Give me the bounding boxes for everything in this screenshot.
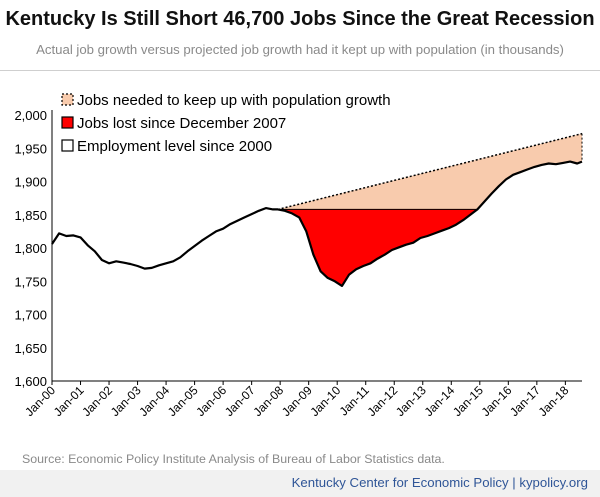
legend-swatch-employment <box>61 139 74 152</box>
x-tick-label: Jan-13 <box>393 383 429 419</box>
area-fills <box>277 133 582 287</box>
y-tick-label: 1,600 <box>14 374 47 389</box>
x-tick-label: Jan-07 <box>222 383 258 419</box>
chart-subtitle: Actual job growth versus projected job g… <box>36 42 564 57</box>
x-tick-label: Jan-08 <box>250 383 286 419</box>
x-tick-label: Jan-04 <box>136 383 172 419</box>
legend-label: Jobs lost since December 2007 <box>77 115 286 132</box>
x-tick-label: Jan-18 <box>536 383 572 419</box>
x-tick-label: Jan-10 <box>307 383 343 419</box>
projection-line <box>277 132 583 211</box>
y-tick-label: 2,000 <box>14 108 47 123</box>
x-tick-label: Jan-03 <box>108 383 144 419</box>
x-tick-label: Jan-17 <box>507 383 543 419</box>
x-tick-label: Jan-06 <box>193 383 229 419</box>
x-tick-label: Jan-16 <box>479 383 515 419</box>
legend-label: Jobs needed to keep up with population g… <box>77 92 391 109</box>
x-tick-label: Jan-09 <box>279 383 315 419</box>
x-tick-label: Jan-02 <box>79 383 115 419</box>
series-lines <box>51 132 583 287</box>
x-tick-label: Jan-11 <box>337 383 372 418</box>
employment-line <box>51 160 583 287</box>
x-tick-label: Jan-05 <box>165 383 201 419</box>
x-tick-label: Jan-14 <box>422 383 458 419</box>
y-tick-label: 1,900 <box>14 175 47 190</box>
source-note: Source: Economic Policy Institute Analys… <box>22 452 445 466</box>
footer-bar <box>0 470 600 497</box>
x-tick-label: Jan-15 <box>450 383 486 419</box>
y-tick-label: 1,950 <box>14 141 47 156</box>
y-axis: 1,600 1,650 1,700 1,750 1,800 1,850 1,900 1,950… <box>14 108 47 389</box>
title-divider <box>0 70 600 71</box>
y-tick-label: 1,750 <box>14 274 47 289</box>
x-tick-label: Jan-01 <box>51 383 87 419</box>
y-tick-label: 1,850 <box>14 208 47 223</box>
footer-credit: Kentucky Center for Economic Policy | ky… <box>291 475 588 490</box>
y-tick-label: 1,800 <box>14 241 47 256</box>
jobs-lost-area <box>277 208 479 287</box>
x-tick-label: Jan-12 <box>365 383 401 419</box>
legend-swatch-projected <box>61 93 74 106</box>
y-tick-label: 1,650 <box>14 341 47 356</box>
chart-title: Kentucky Is Still Short 46,700 Jobs Sinc… <box>5 8 595 30</box>
legend-label: Employment level since 2000 <box>77 138 272 155</box>
legend: Jobs needed to keep up with population g… <box>61 92 391 155</box>
legend-swatch-jobs-lost <box>61 116 74 129</box>
y-tick-label: 1,700 <box>14 308 47 323</box>
